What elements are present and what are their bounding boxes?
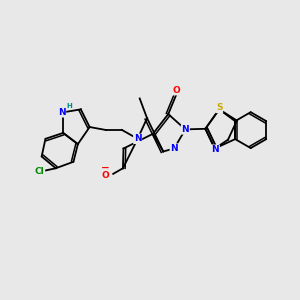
Text: N: N [58, 108, 65, 117]
Text: O: O [172, 86, 180, 95]
Text: Cl: Cl [35, 167, 44, 176]
Text: S: S [216, 103, 222, 112]
Text: −: − [100, 163, 109, 173]
Text: N: N [212, 145, 219, 154]
Text: N: N [134, 134, 141, 143]
Text: N: N [170, 144, 178, 153]
Text: O: O [102, 171, 110, 180]
Text: N: N [182, 125, 189, 134]
Text: H: H [67, 103, 73, 109]
